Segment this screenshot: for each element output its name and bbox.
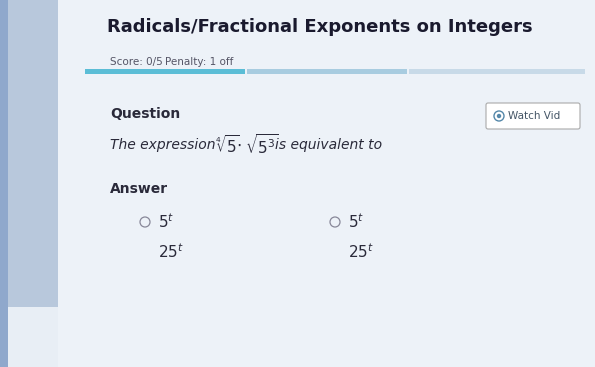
Text: $25^t$: $25^t$ xyxy=(158,243,184,261)
FancyBboxPatch shape xyxy=(0,0,8,367)
Text: $\sqrt{5^3}$: $\sqrt{5^3}$ xyxy=(245,133,278,157)
Text: Radicals/Fractional Exponents on Integers: Radicals/Fractional Exponents on Integer… xyxy=(107,18,533,36)
Text: Score: 0/5: Score: 0/5 xyxy=(110,57,163,67)
Text: $\sqrt[4]{5}$: $\sqrt[4]{5}$ xyxy=(215,134,240,156)
FancyBboxPatch shape xyxy=(85,69,245,74)
FancyBboxPatch shape xyxy=(486,103,580,129)
Text: $5^t$: $5^t$ xyxy=(348,212,364,231)
Text: $\cdot$: $\cdot$ xyxy=(236,136,242,154)
FancyBboxPatch shape xyxy=(247,69,407,74)
Text: The expression: The expression xyxy=(110,138,215,152)
Text: Answer: Answer xyxy=(110,182,168,196)
Text: Penalty: 1 off: Penalty: 1 off xyxy=(165,57,233,67)
FancyBboxPatch shape xyxy=(8,0,58,307)
Text: is equivalent to: is equivalent to xyxy=(275,138,382,152)
Circle shape xyxy=(497,115,500,117)
FancyBboxPatch shape xyxy=(58,0,595,367)
Text: $25^t$: $25^t$ xyxy=(348,243,374,261)
Text: $5^t$: $5^t$ xyxy=(158,212,174,231)
Text: Question: Question xyxy=(110,107,180,121)
FancyBboxPatch shape xyxy=(409,69,585,74)
Text: Watch Vid: Watch Vid xyxy=(508,111,560,121)
